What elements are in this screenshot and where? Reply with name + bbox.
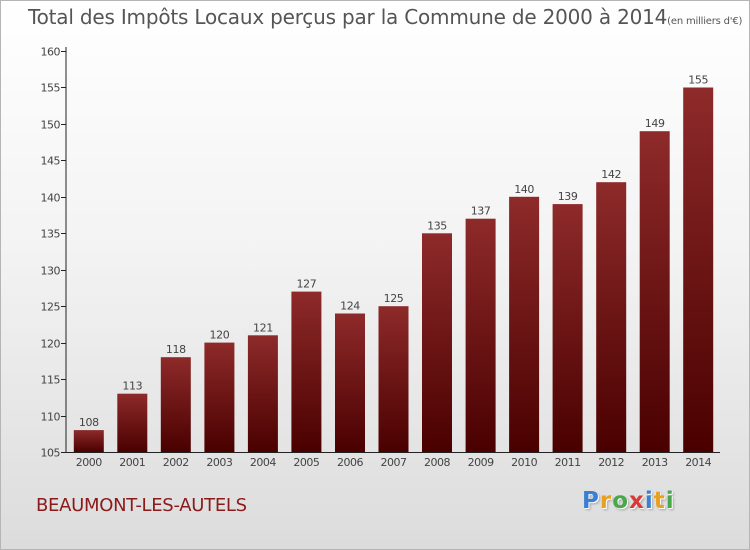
x-tick-label: 2003 — [206, 456, 232, 469]
chart-unit-note: (en milliers d'€) — [667, 16, 743, 27]
bar-value-label: 140 — [514, 183, 534, 196]
bar — [291, 291, 322, 452]
bar-value-label: 118 — [166, 343, 186, 356]
bar — [73, 430, 104, 452]
bar — [465, 218, 496, 452]
y-tick-label: 135 — [41, 228, 61, 241]
bar — [552, 204, 583, 452]
x-tick-label: 2010 — [511, 456, 537, 469]
logo-letter: i — [665, 488, 675, 514]
x-tick-label: 2007 — [381, 456, 407, 469]
x-tick-label: 2004 — [250, 456, 276, 469]
bar — [509, 196, 540, 452]
bar-value-label: 142 — [601, 168, 621, 181]
bar-value-label: 124 — [340, 300, 360, 313]
x-tick-label: 2014 — [685, 456, 711, 469]
x-tick-label: 2013 — [642, 456, 668, 469]
logo-letter: P — [582, 488, 600, 514]
bar-value-label: 121 — [253, 321, 273, 334]
bar — [639, 131, 670, 452]
y-tick-label: 105 — [41, 447, 61, 460]
bar-value-label: 139 — [558, 190, 578, 203]
bar — [117, 393, 148, 452]
bar-value-label: 120 — [210, 329, 230, 342]
y-tick-label: 115 — [41, 374, 61, 387]
bar-value-label: 149 — [645, 117, 665, 130]
y-tick-label: 120 — [41, 338, 61, 351]
x-tick-label: 2000 — [76, 456, 102, 469]
bar — [596, 182, 627, 452]
x-tick-label: 2006 — [337, 456, 363, 469]
logo-letter: t — [653, 488, 666, 514]
y-tick-label: 130 — [41, 265, 61, 278]
proxiti-logo: Proxiti — [582, 488, 675, 514]
commune-name: BEAUMONT-LES-AUTELS — [36, 495, 247, 516]
y-tick-label: 160 — [41, 46, 61, 59]
bar-value-label: 137 — [471, 205, 491, 218]
chart-title-text: Total des Impôts Locaux perçus par la Co… — [28, 5, 668, 29]
bar-value-label: 113 — [122, 380, 142, 393]
bar — [247, 335, 278, 452]
y-tick-label: 110 — [41, 411, 61, 424]
bar — [335, 313, 365, 452]
x-tick-label: 2011 — [555, 456, 581, 469]
bar — [422, 233, 452, 452]
bar-value-label: 127 — [297, 278, 317, 291]
y-tick-label: 145 — [41, 155, 61, 168]
bar-value-label: 125 — [384, 292, 404, 305]
bar-value-label: 155 — [688, 74, 708, 87]
bar-value-label: 135 — [427, 219, 447, 232]
y-tick-label: 155 — [41, 82, 61, 95]
x-tick-label: 2001 — [119, 456, 145, 469]
x-tick-label: 2002 — [163, 456, 189, 469]
bar-value-label: 108 — [79, 416, 99, 429]
y-tick-label: 140 — [41, 192, 61, 205]
y-tick-label: 125 — [41, 301, 61, 314]
chart-title: Total des Impôts Locaux perçus par la Co… — [28, 5, 742, 29]
bar — [683, 87, 714, 452]
logo-letter: x — [629, 488, 645, 514]
logo-letter: r — [599, 488, 613, 514]
x-tick-label: 2005 — [293, 456, 319, 469]
bar — [160, 357, 191, 452]
x-tick-label: 2009 — [468, 456, 494, 469]
bar — [378, 306, 409, 452]
logo-letter: i — [644, 488, 654, 514]
y-tick-label: 150 — [41, 119, 61, 132]
bar — [204, 342, 235, 452]
x-tick-label: 2008 — [424, 456, 450, 469]
logo-letter: o — [612, 488, 630, 514]
x-tick-label: 2012 — [598, 456, 624, 469]
